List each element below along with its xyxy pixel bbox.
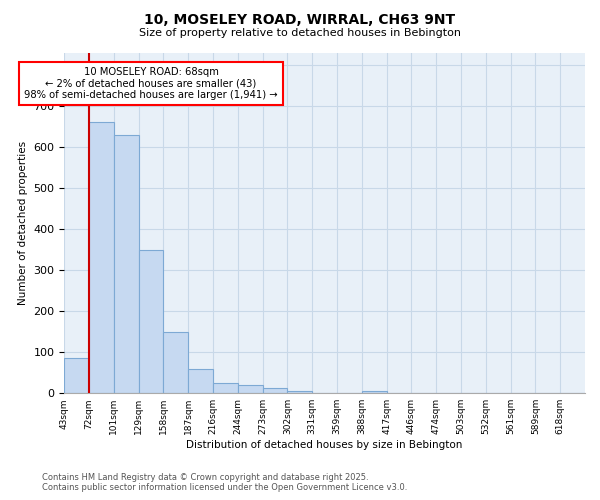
Text: Contains HM Land Registry data © Crown copyright and database right 2025.
Contai: Contains HM Land Registry data © Crown c… [42,473,407,492]
Bar [238,385,263,393]
Text: Size of property relative to detached houses in Bebington: Size of property relative to detached ho… [139,28,461,38]
Bar [139,250,163,393]
Bar [89,122,114,393]
Bar [188,368,213,393]
Bar [163,332,188,393]
Bar [287,391,312,393]
X-axis label: Distribution of detached houses by size in Bebington: Distribution of detached houses by size … [187,440,463,450]
Bar [64,358,89,393]
Text: 10, MOSELEY ROAD, WIRRAL, CH63 9NT: 10, MOSELEY ROAD, WIRRAL, CH63 9NT [145,12,455,26]
Bar [263,388,287,393]
Y-axis label: Number of detached properties: Number of detached properties [18,141,28,305]
Bar [362,391,386,393]
Bar [114,134,139,393]
Text: 10 MOSELEY ROAD: 68sqm
← 2% of detached houses are smaller (43)
98% of semi-deta: 10 MOSELEY ROAD: 68sqm ← 2% of detached … [24,67,278,100]
Bar [213,383,238,393]
